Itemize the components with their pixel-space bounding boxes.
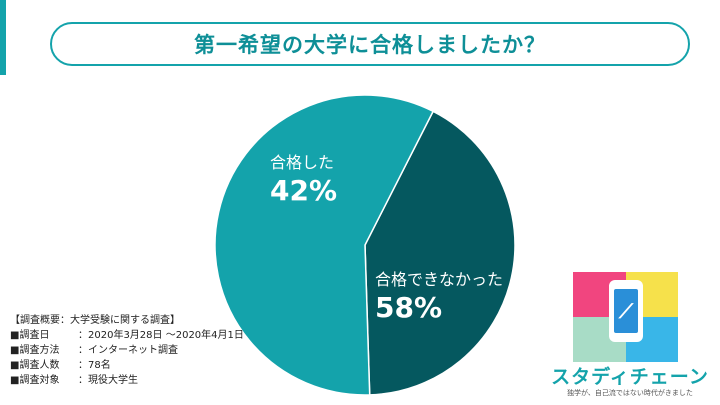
summary-row-target: ■調査対象 ：現役大学生 (10, 373, 244, 388)
brand-name: スタディチェーン (551, 366, 709, 388)
summary-key: ■調査日 (10, 330, 50, 341)
phone-icon: ⟋ (609, 280, 643, 342)
summary-value: ：78名 (78, 360, 111, 371)
slice-label: 合格した (270, 153, 334, 172)
slice-value-label: 58% (375, 291, 442, 324)
slice-label: 合格できなかった (375, 270, 503, 289)
accent-bar (0, 0, 6, 75)
pie-slice (364, 110, 516, 396)
phone-screen: ⟋ (614, 289, 638, 333)
survey-summary: 【調査概要：大学受験に関する調査】 ■調査日 ：2020年3月28日 〜2020… (10, 313, 244, 388)
summary-value: ：2020年3月28日 〜2020年4月1日 (78, 330, 244, 341)
chart-title: 第一希望の大学に合格しましたか？ (50, 22, 690, 66)
summary-heading: 【調査概要：大学受験に関する調査】 (10, 315, 180, 326)
summary-key: ■調査対象 (10, 375, 60, 386)
summary-value: ：インターネット調査 (78, 345, 178, 356)
pie-slice (214, 94, 435, 396)
summary-value: ：現役大学生 (78, 375, 138, 386)
summary-row-method: ■調査方法 ：インターネット調査 (10, 343, 244, 358)
brand-tagline: 独学が、自己流ではない時代がきました (567, 389, 693, 397)
summary-key: ■調査人数 (10, 360, 60, 371)
summary-row-count: ■調査人数 ：78名 (10, 358, 244, 373)
chart-title-text: 第一希望の大学に合格しましたか？ (194, 33, 546, 57)
summary-row-date: ■調査日 ：2020年3月28日 〜2020年4月1日 (10, 328, 244, 343)
slice-value-label: 42% (270, 174, 337, 207)
summary-key: ■調査方法 (10, 345, 60, 356)
studychain-logo: ⟋ (573, 272, 678, 362)
